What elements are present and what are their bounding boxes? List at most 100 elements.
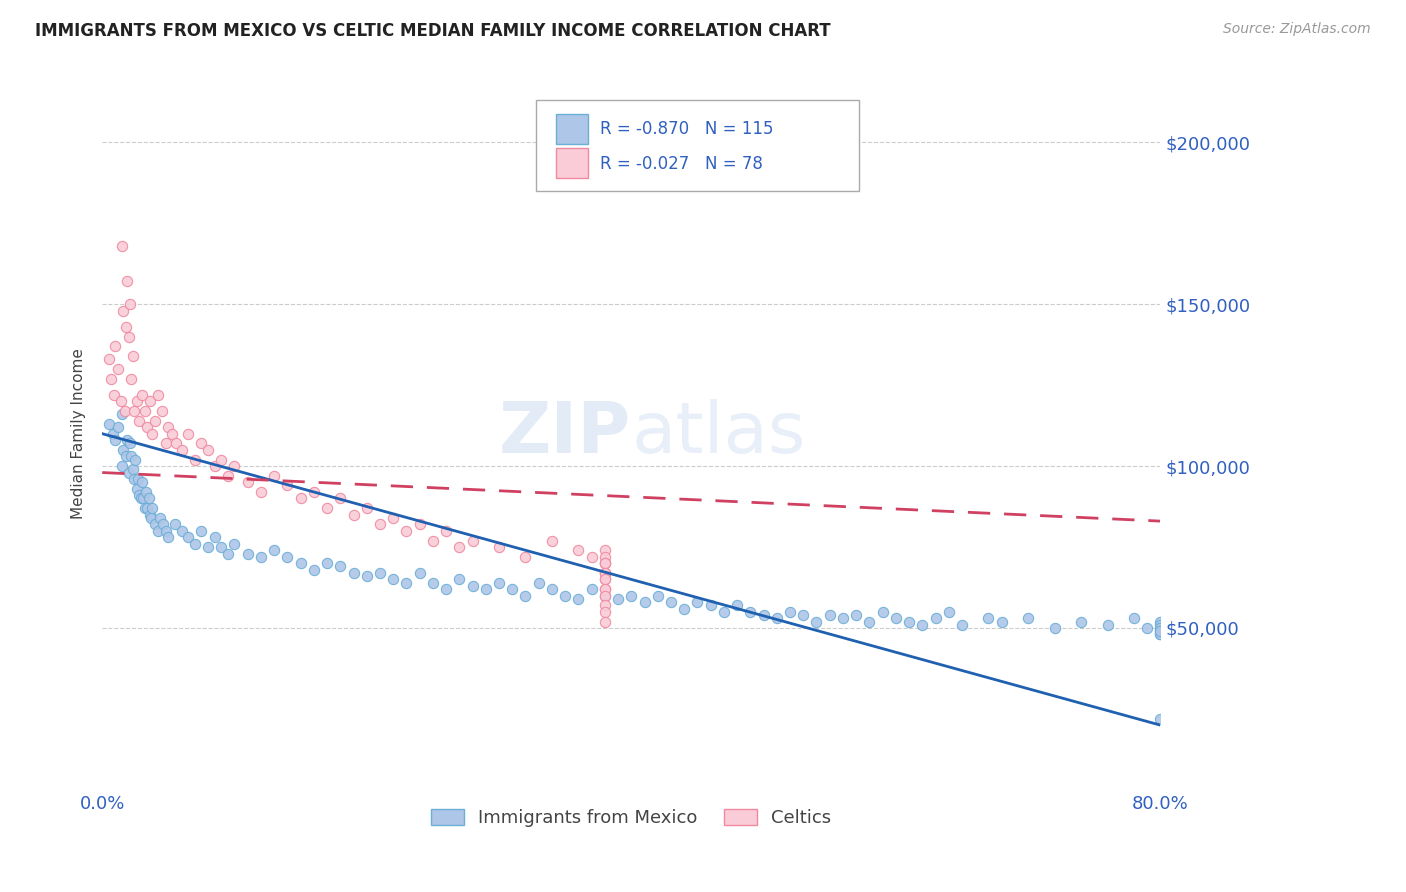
Point	[818, 608, 841, 623]
Point	[382, 573, 405, 587]
Point	[217, 547, 239, 561]
Point	[177, 530, 200, 544]
FancyBboxPatch shape	[557, 148, 588, 178]
Point	[134, 404, 156, 418]
Point	[128, 488, 150, 502]
Point	[138, 491, 160, 506]
Point	[204, 530, 226, 544]
Point	[136, 501, 159, 516]
Point	[1149, 624, 1171, 639]
Point	[136, 420, 159, 434]
Point	[162, 426, 184, 441]
Point	[112, 303, 135, 318]
Point	[593, 543, 616, 558]
Point	[121, 462, 143, 476]
Point	[128, 414, 150, 428]
Point	[806, 615, 828, 629]
Point	[593, 589, 616, 603]
Point	[184, 537, 207, 551]
Point	[527, 575, 550, 590]
Point	[118, 329, 141, 343]
Point	[120, 450, 142, 464]
Point	[115, 450, 138, 464]
Point	[121, 349, 143, 363]
Point	[141, 501, 163, 516]
Point	[1149, 621, 1171, 635]
Point	[111, 407, 134, 421]
Point	[884, 611, 907, 625]
Point	[395, 524, 418, 538]
Point	[163, 517, 186, 532]
Point	[752, 608, 775, 623]
Point	[845, 608, 868, 623]
Point	[541, 533, 564, 548]
Point	[872, 605, 894, 619]
Point	[990, 615, 1012, 629]
Point	[593, 573, 616, 587]
Point	[290, 556, 312, 570]
Point	[104, 433, 127, 447]
Point	[461, 533, 484, 548]
Point	[250, 549, 273, 564]
Point	[567, 543, 589, 558]
Point	[766, 611, 789, 625]
Point	[501, 582, 523, 596]
Point	[112, 442, 135, 457]
Point	[117, 433, 139, 447]
Point	[673, 601, 696, 615]
Point	[190, 436, 212, 450]
Point	[593, 589, 616, 603]
Point	[434, 524, 457, 538]
Legend: Immigrants from Mexico, Celtics: Immigrants from Mexico, Celtics	[423, 802, 839, 834]
Point	[103, 388, 125, 402]
Point	[125, 482, 148, 496]
Point	[302, 485, 325, 500]
Point	[699, 599, 721, 613]
Point	[593, 556, 616, 570]
Point	[122, 404, 145, 418]
Point	[1136, 621, 1159, 635]
Point	[263, 543, 285, 558]
Point	[107, 420, 129, 434]
Point	[593, 573, 616, 587]
Point	[488, 540, 510, 554]
Point	[110, 394, 132, 409]
Text: ZIP: ZIP	[499, 400, 631, 468]
Point	[115, 319, 138, 334]
Point	[111, 458, 134, 473]
Point	[236, 475, 259, 490]
Point	[217, 468, 239, 483]
Point	[190, 524, 212, 538]
Point	[581, 549, 603, 564]
Point	[607, 591, 630, 606]
Point	[382, 511, 405, 525]
Text: R = -0.870   N = 115: R = -0.870 N = 115	[599, 120, 773, 138]
Point	[593, 566, 616, 580]
Point	[316, 501, 339, 516]
Point	[475, 582, 498, 596]
Point	[356, 569, 378, 583]
Point	[329, 491, 352, 506]
Point	[329, 559, 352, 574]
Point	[620, 589, 643, 603]
Point	[1149, 627, 1171, 641]
Point	[832, 611, 855, 625]
Point	[124, 452, 146, 467]
Point	[1097, 617, 1119, 632]
Point	[114, 404, 136, 418]
Point	[593, 556, 616, 570]
Point	[236, 547, 259, 561]
Point	[342, 508, 364, 522]
Point	[395, 575, 418, 590]
Text: atlas: atlas	[631, 400, 806, 468]
Point	[170, 442, 193, 457]
Point	[150, 404, 173, 418]
Point	[713, 605, 735, 619]
Point	[422, 575, 444, 590]
Point	[541, 582, 564, 596]
Point	[740, 605, 762, 619]
Point	[276, 478, 298, 492]
Point	[593, 566, 616, 580]
Point	[149, 511, 172, 525]
FancyBboxPatch shape	[557, 114, 588, 144]
